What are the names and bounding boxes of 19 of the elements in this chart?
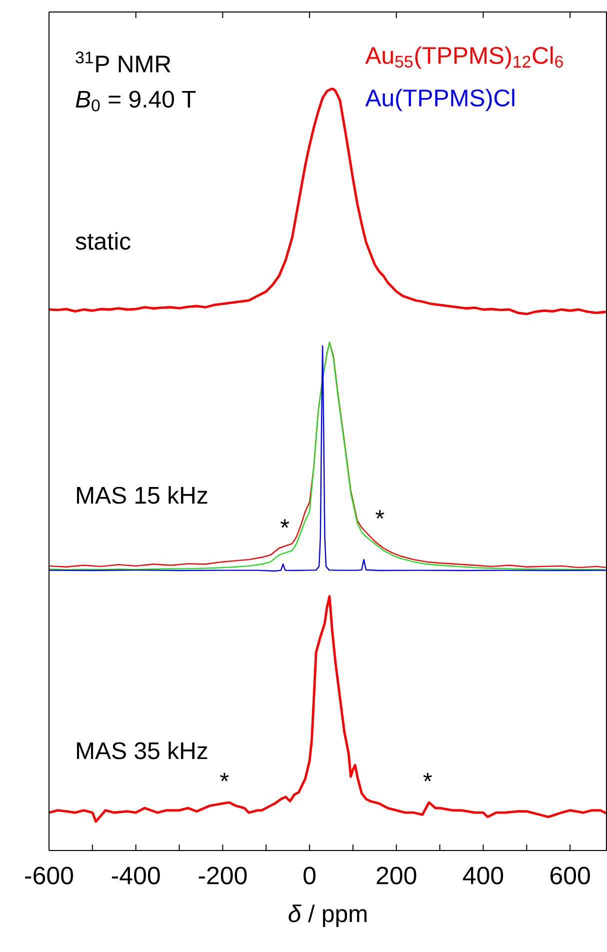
text: Au$_{55}$(TPPMS)$_{12}$Cl$_{6}$ — [365, 46, 563, 69]
x-tick-label: 0 — [304, 866, 316, 884]
x-tick-label: -600 — [25, 866, 74, 884]
annotation: * — [220, 772, 229, 782]
text: $^{31}$P NMR — [76, 52, 170, 72]
x-tick-label: 600 — [550, 866, 590, 884]
text: Au(TPPMS)Cl — [365, 88, 514, 112]
x-axis-title: δ / ppm — [288, 904, 367, 927]
text: MAS 15 kHz — [77, 486, 208, 504]
x-tick-label: -400 — [112, 866, 160, 884]
annotation: * — [423, 772, 432, 782]
x-tick-label: 200 — [376, 866, 416, 884]
x-tick-label: -200 — [198, 866, 247, 884]
annotation: * — [376, 510, 384, 519]
text: MAS 35 kHz — [77, 742, 208, 760]
text: static — [76, 232, 130, 250]
annotation: B$_{0}$ = 9.40 T — [76, 90, 196, 112]
x-tick-label: 400 — [462, 866, 504, 884]
annotation: * — [280, 519, 290, 528]
